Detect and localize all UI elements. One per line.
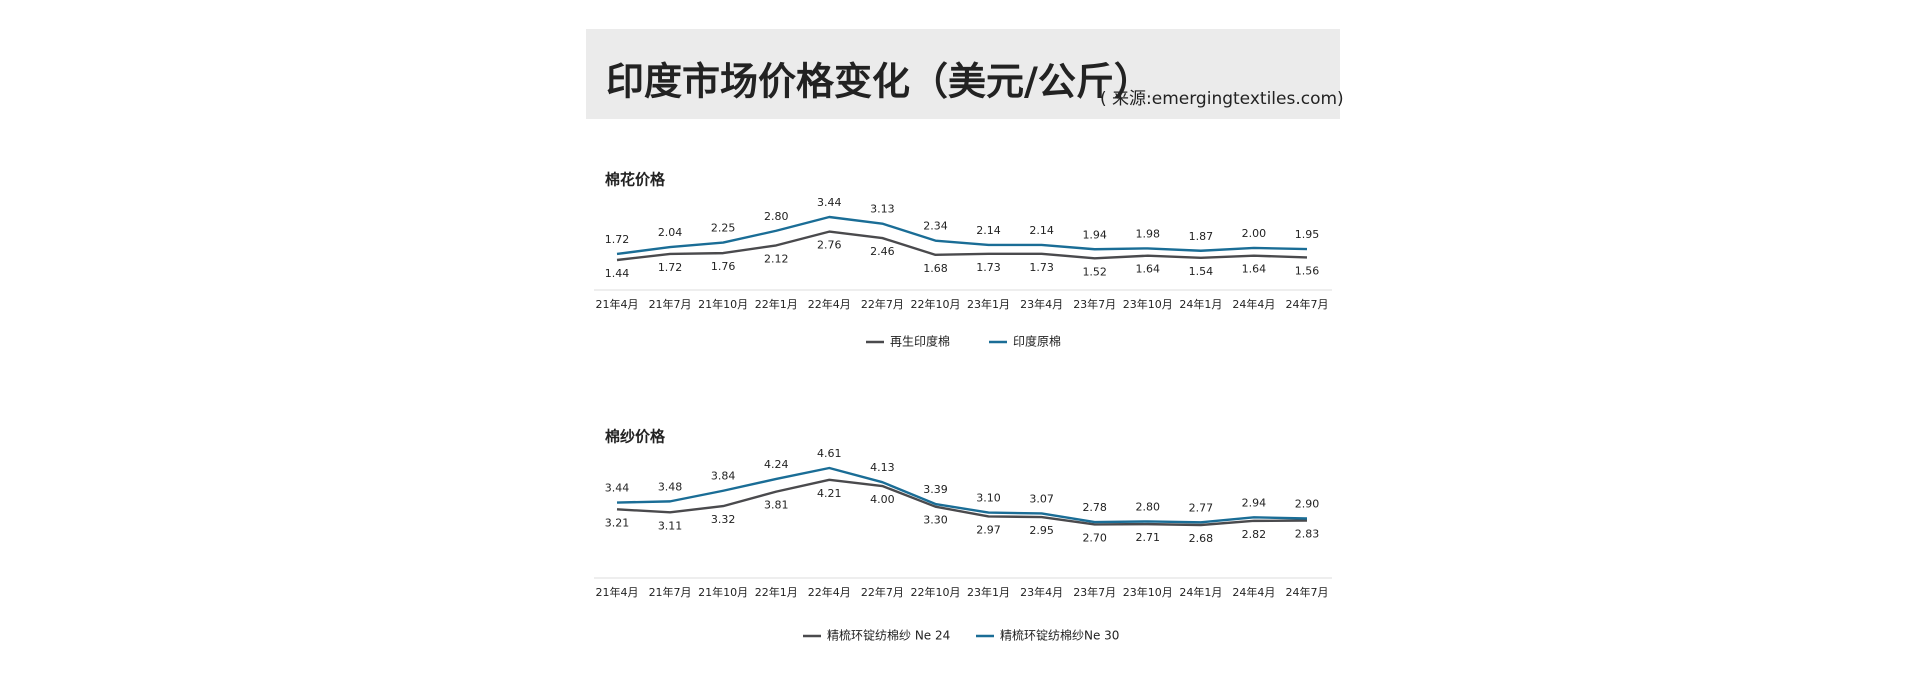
data-label: 1.76 [711,260,736,273]
data-label: 2.94 [1242,496,1267,509]
data-label: 2.00 [1242,227,1267,240]
data-label: 2.90 [1295,498,1320,511]
x-tick-label: 24年7月 [1286,297,1329,311]
data-label: 2.46 [870,245,895,258]
data-label: 1.64 [1242,263,1267,276]
data-label: 2.25 [711,222,736,235]
data-label: 1.98 [1136,227,1161,240]
data-label: 1.44 [605,267,630,280]
series-line [616,230,1308,262]
data-label: 3.32 [711,513,736,526]
x-tick-label: 21年10月 [698,585,748,599]
data-label: 3.81 [764,499,789,512]
series-line [616,466,1308,524]
data-label: 2.04 [658,226,683,239]
chart-subtitle: 棉花价格 [605,171,666,189]
data-label: 1.95 [1295,228,1320,241]
data-label: 3.39 [923,483,948,496]
x-tick-label: 24年1月 [1179,585,1222,599]
x-tick-label: 22年1月 [755,297,798,311]
x-tick-label: 24年7月 [1286,585,1329,599]
x-tick-label: 23年10月 [1123,585,1173,599]
data-label: 3.30 [923,514,948,527]
data-label: 1.52 [1082,265,1107,278]
data-label: 3.10 [976,492,1001,505]
data-label: 2.68 [1189,532,1214,545]
data-label: 1.72 [658,261,683,274]
data-label: 1.64 [1136,263,1161,276]
data-label: 4.13 [870,461,895,474]
data-label: 1.54 [1189,265,1214,278]
x-tick-label: 22年1月 [755,585,798,599]
data-label: 3.48 [658,480,683,493]
legend-label: 精梳环锭纺棉纱 Ne 24 [827,628,950,643]
data-label: 3.44 [817,196,842,209]
data-label: 2.82 [1242,528,1267,541]
x-tick-label: 24年4月 [1232,297,1275,311]
x-tick-label: 24年4月 [1232,585,1275,599]
data-label: 2.97 [976,523,1001,536]
legend-label: 再生印度棉 [890,334,950,349]
data-label: 2.71 [1136,531,1161,544]
data-label: 1.68 [923,262,948,275]
legend-label: 精梳环锭纺棉纱Ne 30 [1000,628,1119,643]
data-label: 3.11 [658,519,683,532]
data-label: 3.84 [711,470,736,483]
data-label: 4.24 [764,458,789,471]
data-label: 2.83 [1295,528,1320,541]
data-label: 1.56 [1295,264,1320,277]
title-bar [586,29,1340,119]
data-label: 2.12 [764,252,789,265]
data-label: 3.44 [605,482,630,495]
x-tick-label: 23年4月 [1020,585,1063,599]
x-tick-label: 22年10月 [910,585,960,599]
data-label: 2.70 [1082,531,1107,544]
data-label: 2.80 [1136,500,1161,513]
series-line [616,215,1308,256]
data-label: 1.94 [1082,228,1107,241]
data-label: 2.14 [976,224,1001,237]
x-tick-label: 21年7月 [649,585,692,599]
data-label: 4.21 [817,487,842,500]
x-tick-label: 21年10月 [698,297,748,311]
data-label: 1.73 [1029,261,1054,274]
data-label: 2.34 [923,220,948,233]
x-tick-label: 23年7月 [1073,297,1116,311]
x-tick-label: 22年4月 [808,585,851,599]
x-tick-label: 23年1月 [967,585,1010,599]
data-label: 3.13 [870,203,895,216]
data-label: 4.61 [817,447,842,460]
data-label: 2.14 [1029,224,1054,237]
data-label: 3.21 [605,516,630,529]
data-label: 1.87 [1189,230,1214,243]
x-tick-label: 23年1月 [967,297,1010,311]
data-label: 2.95 [1029,524,1054,537]
data-label: 2.77 [1189,501,1214,514]
data-label: 2.76 [817,239,842,252]
x-tick-label: 21年4月 [596,297,639,311]
series-line [616,478,1308,527]
data-label: 3.07 [1029,492,1054,505]
x-tick-label: 23年7月 [1073,585,1116,599]
x-tick-label: 23年4月 [1020,297,1063,311]
data-label: 1.73 [976,261,1001,274]
legend-label: 印度原棉 [1013,334,1061,349]
data-label: 2.78 [1082,501,1107,514]
x-tick-label: 22年7月 [861,585,904,599]
x-tick-label: 23年10月 [1123,297,1173,311]
x-tick-label: 22年7月 [861,297,904,311]
x-tick-label: 21年7月 [649,297,692,311]
x-tick-label: 22年4月 [808,297,851,311]
x-tick-label: 24年1月 [1179,297,1222,311]
source-note: ( 来源:emergingtextiles.com) [1100,89,1344,109]
x-tick-label: 22年10月 [910,297,960,311]
x-tick-label: 21年4月 [596,585,639,599]
page-title: 印度市场价格变化（美元/公斤） [606,60,1152,104]
data-label: 1.72 [605,233,630,246]
chart-subtitle: 棉纱价格 [605,428,666,446]
data-label: 2.80 [764,210,789,223]
data-label: 4.00 [870,493,895,506]
